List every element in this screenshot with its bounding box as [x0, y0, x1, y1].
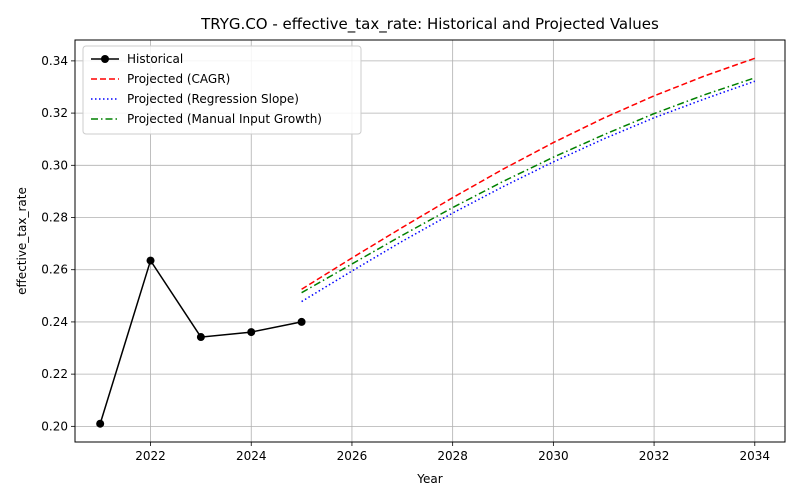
- legend-label: Projected (Manual Input Growth): [127, 112, 322, 126]
- data-point: [196, 333, 205, 342]
- series-line: [301, 57, 756, 290]
- legend-item: Projected (Regression Slope): [91, 92, 299, 106]
- series-0: [96, 256, 306, 428]
- y-tick-label: 0.32: [41, 106, 68, 120]
- legend-item: Projected (CAGR): [91, 72, 230, 86]
- y-tick-label: 0.28: [41, 211, 68, 225]
- data-point: [146, 256, 155, 265]
- x-tick-label: 2024: [236, 449, 267, 463]
- y-axis-label: effective_tax_rate: [15, 187, 29, 295]
- y-tick-label: 0.26: [41, 263, 68, 277]
- x-axis-label: Year: [416, 472, 442, 486]
- series-1: [301, 57, 756, 290]
- y-tick-label: 0.34: [41, 54, 68, 68]
- plot-frame: [74, 39, 786, 443]
- series-2: [301, 80, 756, 303]
- x-tick-label: 2028: [437, 449, 468, 463]
- x-tick-label: 2026: [337, 449, 368, 463]
- data-point: [297, 317, 306, 326]
- legend-box: [82, 45, 362, 135]
- y-tick-label: 0.22: [41, 367, 68, 381]
- y-tick-label: 0.30: [41, 158, 68, 172]
- chart-title: TRYG.CO - effective_tax_rate: Historical…: [200, 15, 659, 34]
- x-tick-label: 2034: [740, 449, 771, 463]
- y-tick-label: 0.20: [41, 419, 68, 433]
- series-3: [301, 77, 756, 294]
- legend-label: Historical: [127, 52, 183, 66]
- legend-item: Historical: [91, 52, 183, 66]
- data-point: [96, 419, 105, 428]
- data-point: [247, 328, 256, 337]
- y-tick-label: 0.24: [41, 315, 68, 329]
- series-line: [301, 77, 756, 294]
- x-tick-label: 2022: [135, 449, 166, 463]
- x-tick-label: 2030: [538, 449, 569, 463]
- x-tick-label: 2032: [639, 449, 670, 463]
- legend-label: Projected (Regression Slope): [127, 92, 299, 106]
- legend: Historical Projected (CAGR) Projected (Reg…: [82, 45, 362, 135]
- series-layer: [96, 57, 756, 428]
- legend-item: Projected (Manual Input Growth): [91, 112, 322, 126]
- legend-label: Projected (CAGR): [127, 72, 230, 86]
- legend-marker: [101, 55, 109, 63]
- ticks: 2022 2024 2026 2028 2030 2032 2034 0.20 0.22 0.24…: [41, 54, 770, 463]
- series-line: [301, 80, 756, 303]
